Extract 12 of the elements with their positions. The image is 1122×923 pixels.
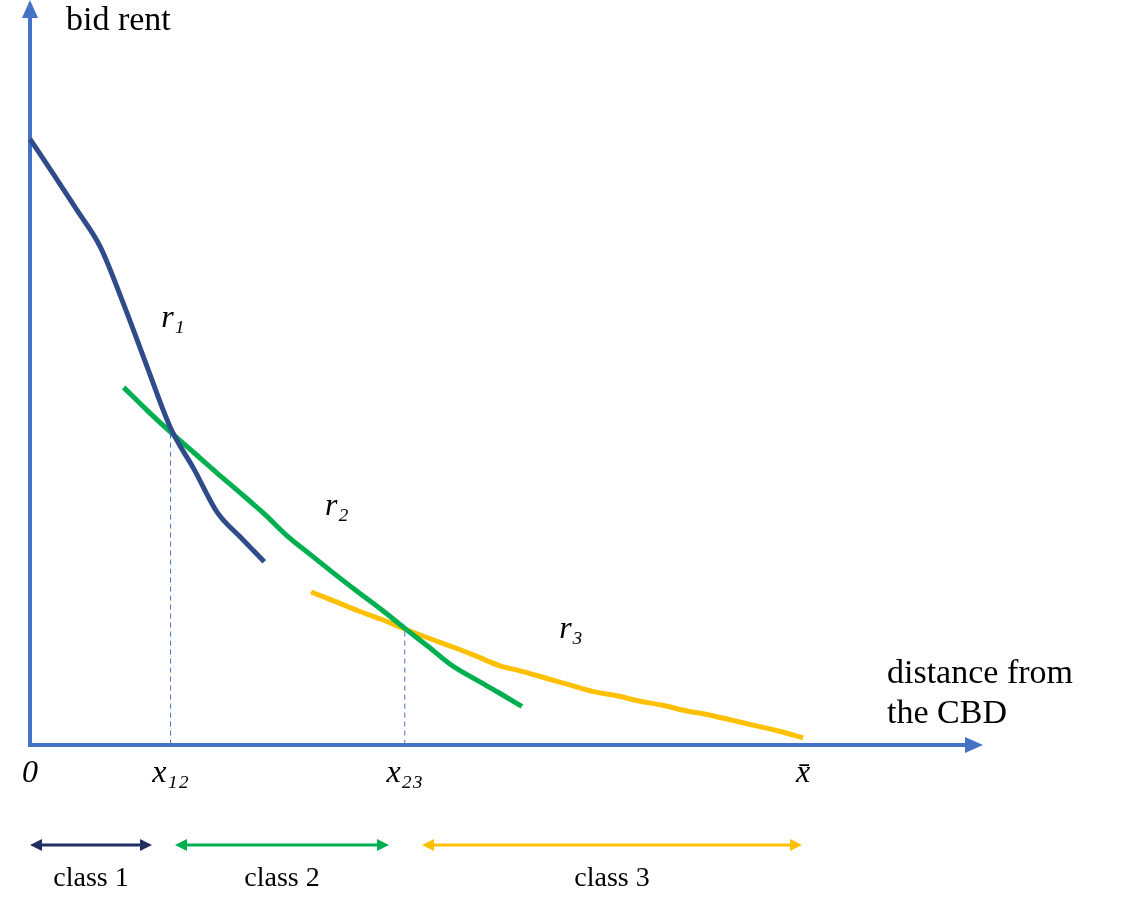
x-axis-title: distance from the CBD xyxy=(887,652,1073,730)
x-tick-label: x̄ xyxy=(794,753,811,790)
text: class 2 xyxy=(244,860,320,893)
series-label: r₂ xyxy=(325,486,349,523)
text: class 3 xyxy=(574,860,650,893)
y-axis-title: bid rent xyxy=(66,0,172,37)
text: class 1 xyxy=(53,860,129,893)
x-tick-label: 0 xyxy=(22,753,38,790)
series-label: r₃ xyxy=(559,608,583,645)
x-tick-label: x₁₂ xyxy=(151,753,189,790)
x-tick-label: x₂₃ xyxy=(385,753,424,790)
series-label: r₁ xyxy=(161,297,185,334)
